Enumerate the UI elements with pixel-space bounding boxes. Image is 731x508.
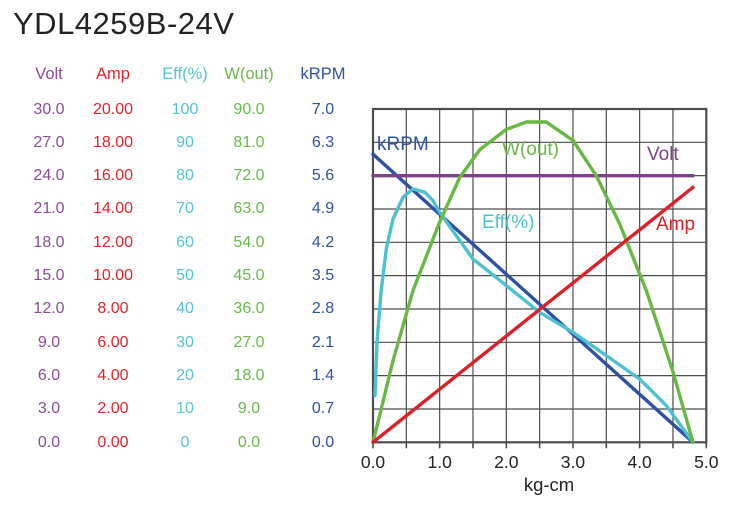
- x-tick-label: 3.0: [560, 452, 586, 472]
- table-cell: 8.00: [97, 300, 129, 318]
- table-row: 24.0 16.00 80 72.0 5.6: [0, 165, 365, 186]
- table-cell: 21.0: [33, 200, 65, 218]
- x-tick-label: 2.0: [494, 452, 519, 472]
- series-label-amp: Amp: [656, 214, 696, 235]
- table-cell: 10: [176, 400, 194, 418]
- table-cell: 1.4: [311, 367, 335, 385]
- table-cell: 2.1: [311, 333, 335, 351]
- table-cell: 60: [176, 233, 194, 251]
- table-cell: 45.0: [233, 267, 265, 285]
- table-header-row: Volt Amp Eff(%) W(out) kRPM: [0, 64, 365, 85]
- table-header-cell: kRPM: [300, 65, 346, 83]
- table-cell: 3.5: [311, 267, 335, 285]
- table-cell: 0.00: [97, 433, 129, 451]
- series-label-volt: Volt: [647, 144, 679, 165]
- table-cell: 63.0: [233, 200, 265, 218]
- table-row: 27.0 18.00 90 81.0 6.3: [0, 132, 365, 153]
- table-cell: 2.8: [311, 300, 335, 318]
- table-cell: 0.7: [311, 400, 335, 418]
- table-cell: 18.0: [233, 367, 265, 385]
- table-cell: 4.2: [311, 233, 335, 251]
- table-cell: 14.00: [92, 200, 134, 218]
- table-cell: 27.0: [33, 133, 65, 151]
- table-row: 9.0 6.00 30 27.0 2.1: [0, 332, 365, 353]
- table-cell: 81.0: [233, 133, 265, 151]
- table-cell: 90.0: [233, 100, 265, 118]
- x-tick-label: 1.0: [427, 452, 452, 472]
- table-cell: 10.00: [92, 267, 134, 285]
- curve-amp: [371, 185, 695, 444]
- table-cell: 18.0: [33, 233, 65, 251]
- table-cell: 6.0: [37, 367, 61, 385]
- table-cell: 40: [176, 300, 194, 318]
- table-cell: 9.0: [37, 333, 61, 351]
- table-row: 30.0 20.00 100 90.0 7.0: [0, 99, 365, 120]
- x-tick-label: 0.0: [360, 452, 386, 472]
- table-cell: 16.00: [92, 167, 134, 185]
- table-cell: 30: [176, 333, 194, 351]
- table-cell: 30.0: [33, 100, 65, 118]
- table-cell: 0: [180, 433, 190, 451]
- table-row: 12.0 8.00 40 36.0 2.8: [0, 298, 365, 319]
- page-title: YDL4259B-24V: [13, 6, 235, 41]
- table-cell: 12.0: [33, 300, 65, 318]
- table-cell: 0.0: [37, 433, 61, 451]
- table-cell: 6.3: [311, 133, 335, 151]
- plot-border: [371, 107, 708, 444]
- x-axis-label: kg-cm: [523, 474, 575, 495]
- table-cell: 2.00: [97, 400, 129, 418]
- table-row: 21.0 14.00 70 63.0 4.9: [0, 198, 365, 219]
- table-cell: 70: [176, 200, 194, 218]
- table-cell: 72.0: [233, 167, 265, 185]
- table-cell: 20.00: [92, 100, 134, 118]
- table-cell: 7.0: [311, 100, 335, 118]
- table-cell: 0.0: [237, 433, 261, 451]
- table-row: 3.0 2.00 10 9.0 0.7: [0, 398, 365, 419]
- table-cell: 24.0: [33, 167, 65, 185]
- curve-krpm: [371, 152, 695, 444]
- table-cell: 54.0: [233, 233, 265, 251]
- table-cell: 12.00: [92, 233, 134, 251]
- table-cell: 9.0: [237, 400, 261, 418]
- table-cell: 27.0: [233, 333, 265, 351]
- series-label-krpm: kRPM: [377, 134, 429, 155]
- table-row: 18.0 12.00 60 54.0 4.2: [0, 232, 365, 253]
- table-cell: 5.6: [311, 167, 335, 185]
- table-cell: 90: [176, 133, 194, 151]
- table-cell: 100: [171, 100, 199, 118]
- table-cell: 4.9: [311, 200, 335, 218]
- table-header-cell: Amp: [96, 65, 130, 83]
- series-label-wout: W(out): [502, 139, 559, 160]
- table-cell: 80: [176, 167, 194, 185]
- x-tick-label: 4.0: [627, 452, 652, 472]
- table-cell: 36.0: [233, 300, 265, 318]
- table-cell: 50: [176, 267, 194, 285]
- table-cell: 4.00: [97, 367, 129, 385]
- table-cell: 3.0: [37, 400, 61, 418]
- table-cell: 20: [176, 367, 194, 385]
- table-row: 15.0 10.00 50 45.0 3.5: [0, 265, 365, 286]
- table-row: 6.0 4.00 20 18.0 1.4: [0, 365, 365, 386]
- curve-wout: [371, 120, 695, 444]
- x-tick-label: 5.0: [694, 452, 719, 472]
- table-header-cell: W(out): [224, 65, 274, 83]
- table-cell: 15.0: [33, 267, 65, 285]
- table-header-cell: Volt: [35, 65, 63, 83]
- series-label-eff: Eff(%): [482, 212, 535, 233]
- table-cell: 0.0: [311, 433, 335, 451]
- table-cell: 18.00: [92, 133, 134, 151]
- table-row: 0.0 0.00 0 0.0 0.0: [0, 432, 365, 453]
- curve-eff: [373, 187, 695, 444]
- table-header-cell: Eff(%): [162, 65, 208, 83]
- table-cell: 6.00: [97, 333, 129, 351]
